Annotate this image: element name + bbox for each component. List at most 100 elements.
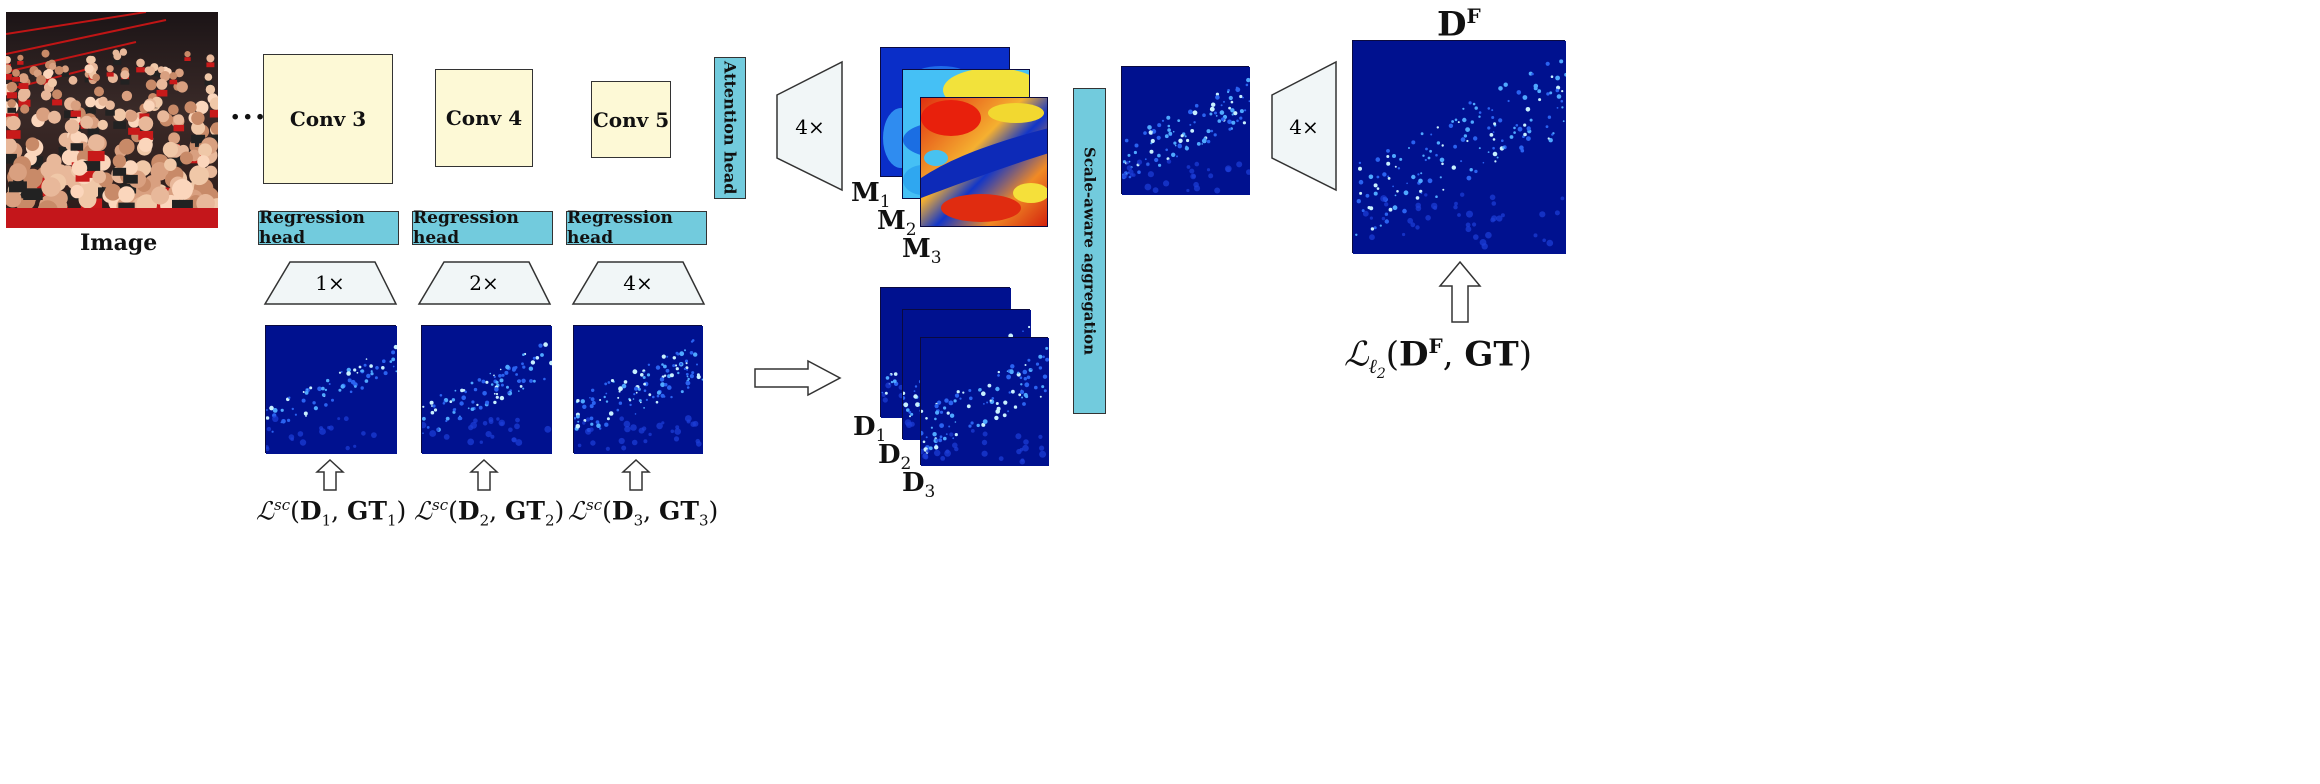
density-blob bbox=[422, 405, 425, 408]
density-blob bbox=[1210, 129, 1214, 133]
density-blob bbox=[1479, 239, 1487, 246]
density-blob bbox=[582, 421, 586, 425]
density-blob bbox=[482, 421, 488, 426]
density-blob bbox=[288, 434, 295, 440]
crowd-head bbox=[17, 54, 24, 61]
density-blob bbox=[1397, 167, 1401, 170]
density-blob bbox=[1490, 217, 1496, 223]
density-blob bbox=[930, 426, 933, 429]
loss-2-gt: GT bbox=[505, 496, 545, 526]
upsample-trapezoid-1 bbox=[263, 261, 398, 305]
density-blob bbox=[266, 409, 268, 411]
density-blob bbox=[269, 405, 274, 411]
density-blob bbox=[445, 416, 450, 421]
density-blob bbox=[281, 419, 286, 424]
density-blob bbox=[374, 376, 378, 380]
crowd-seat bbox=[184, 57, 191, 61]
density-blob bbox=[1556, 94, 1562, 99]
density-blob bbox=[1011, 389, 1015, 394]
density-blob bbox=[680, 390, 684, 394]
density-blob bbox=[591, 401, 596, 405]
density-blob bbox=[995, 402, 999, 405]
density-blob bbox=[1227, 90, 1230, 94]
density-blob bbox=[1136, 159, 1143, 165]
density-blob bbox=[987, 383, 992, 388]
density-blob bbox=[643, 439, 648, 444]
density-blob bbox=[1038, 366, 1043, 370]
density-blob bbox=[1184, 135, 1187, 138]
density-blob bbox=[370, 372, 374, 376]
density-blob bbox=[495, 392, 499, 396]
density-blob bbox=[471, 400, 475, 404]
crowd-head bbox=[25, 137, 40, 151]
loss-2-open: ( bbox=[448, 496, 458, 526]
density-blob bbox=[1555, 88, 1560, 93]
density-blob bbox=[1509, 135, 1514, 139]
attention-upsample-label: 4× bbox=[795, 115, 824, 139]
crowd-head bbox=[97, 119, 108, 130]
density-blob bbox=[485, 400, 490, 405]
density-blob bbox=[482, 391, 487, 396]
label-d1-base: D bbox=[853, 412, 876, 442]
density-blob bbox=[918, 430, 924, 436]
crowd-head bbox=[106, 65, 114, 73]
density-blob bbox=[1457, 121, 1460, 124]
loss-1-sup: sc bbox=[274, 496, 291, 514]
density-blob bbox=[313, 406, 318, 411]
crowd-seat bbox=[70, 110, 81, 117]
attention-head-label: Attention head bbox=[720, 61, 740, 195]
density-blob bbox=[1215, 95, 1220, 100]
crowd-seat bbox=[112, 167, 127, 176]
density-blob bbox=[638, 399, 642, 403]
density-blob bbox=[461, 395, 466, 400]
final-density-map-svg bbox=[1353, 41, 1568, 254]
density-blob bbox=[1039, 450, 1047, 458]
density-blob bbox=[1202, 113, 1206, 117]
final-loss-open: ( bbox=[1385, 334, 1400, 375]
density-blob bbox=[1489, 194, 1496, 201]
density-blob bbox=[517, 379, 521, 383]
density-blob bbox=[1024, 364, 1027, 366]
density-blob bbox=[1193, 185, 1201, 192]
density-blob bbox=[604, 422, 609, 427]
density-blob bbox=[1161, 119, 1165, 122]
density-blob bbox=[478, 405, 483, 410]
density-blob bbox=[663, 364, 667, 369]
density-blob bbox=[1392, 205, 1398, 211]
crowd-head bbox=[184, 51, 191, 58]
loss-2-sup: sc bbox=[432, 496, 449, 514]
density-blob bbox=[928, 446, 933, 451]
density-blob bbox=[968, 389, 972, 392]
density-blob bbox=[1492, 131, 1495, 133]
loss-1-close: ) bbox=[396, 496, 407, 526]
crowd-seat bbox=[70, 143, 84, 151]
density-blob bbox=[1154, 157, 1159, 163]
crowd-seat bbox=[6, 92, 18, 99]
density-blob bbox=[618, 437, 625, 445]
loss-1: ℒsc(D1, GT1) bbox=[256, 496, 406, 529]
crowd-seat bbox=[61, 72, 69, 77]
crowd-head bbox=[41, 49, 50, 58]
density-blob bbox=[1219, 110, 1225, 115]
crowd-seat bbox=[152, 200, 168, 210]
density-blob bbox=[432, 404, 436, 408]
crowd-seat bbox=[169, 79, 178, 85]
density-blob bbox=[1186, 188, 1190, 193]
density-blob bbox=[608, 411, 614, 416]
density-blob bbox=[945, 449, 950, 454]
density-blob bbox=[956, 390, 960, 394]
density-blob bbox=[364, 379, 369, 383]
density-blob bbox=[1453, 205, 1458, 210]
density-blob bbox=[684, 359, 689, 363]
density-blob bbox=[1435, 153, 1438, 157]
density-blob bbox=[1167, 128, 1171, 132]
density-blob bbox=[1022, 369, 1028, 375]
density-blob bbox=[922, 440, 926, 444]
crowd-head bbox=[145, 79, 157, 91]
loss-3-close: ) bbox=[708, 496, 719, 526]
crowd-head bbox=[70, 100, 82, 111]
density-blob bbox=[1468, 101, 1472, 105]
density-blob bbox=[1431, 202, 1438, 210]
density-blob bbox=[1230, 100, 1234, 104]
crowd-head bbox=[71, 160, 88, 176]
